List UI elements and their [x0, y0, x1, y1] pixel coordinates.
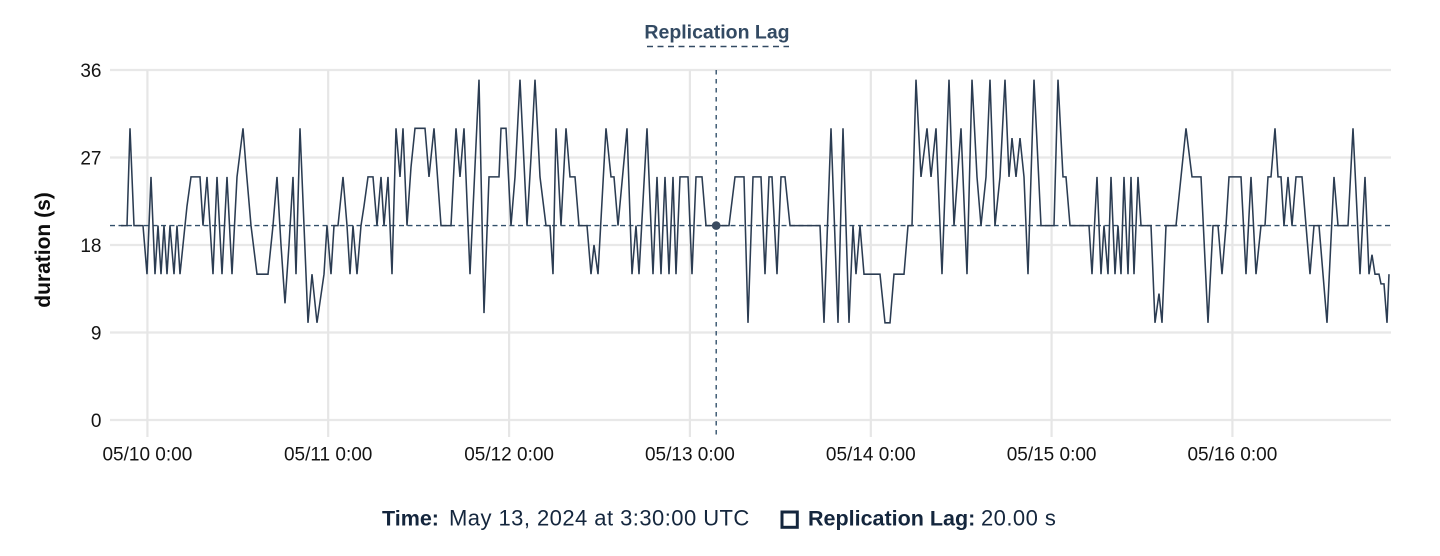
svg-text:05/13 0:00: 05/13 0:00 [645, 445, 735, 466]
svg-text:May 13, 2024 at 3:30:00 UTC: May 13, 2024 at 3:30:00 UTC [449, 506, 750, 531]
svg-text:05/11 0:00: 05/11 0:00 [284, 445, 372, 466]
svg-text:05/12 0:00: 05/12 0:00 [464, 445, 554, 466]
svg-text:05/15 0:00: 05/15 0:00 [1007, 445, 1097, 466]
svg-text:9: 9 [91, 323, 102, 344]
svg-text:27: 27 [80, 148, 101, 169]
svg-text:05/14 0:00: 05/14 0:00 [826, 445, 916, 466]
svg-text:05/10 0:00: 05/10 0:00 [102, 445, 192, 466]
svg-text:36: 36 [80, 61, 101, 82]
svg-text:Replication Lag:: Replication Lag: [808, 507, 975, 531]
svg-text:Replication Lag: Replication Lag [644, 22, 789, 44]
svg-text:duration (s): duration (s) [32, 192, 55, 308]
svg-text:18: 18 [80, 236, 101, 257]
svg-text:20.00 s: 20.00 s [981, 506, 1056, 531]
svg-text:0: 0 [91, 411, 102, 432]
svg-text:Time:: Time: [382, 507, 439, 531]
svg-text:05/16 0:00: 05/16 0:00 [1187, 445, 1277, 466]
